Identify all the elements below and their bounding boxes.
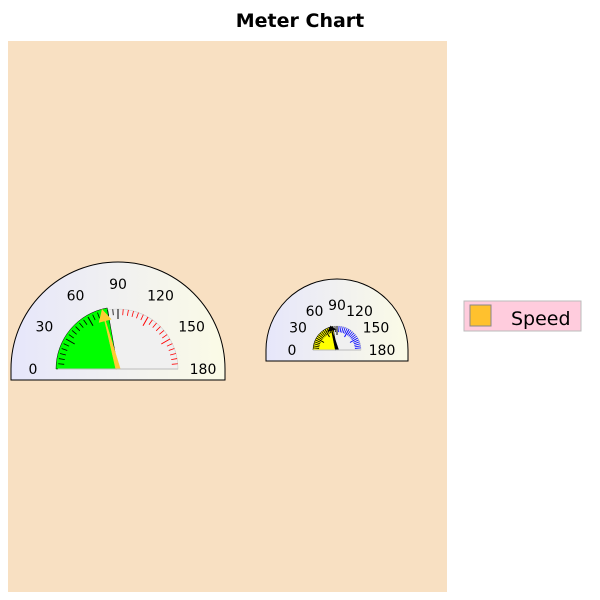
minor-tick [58, 358, 65, 361]
minor-tick [314, 341, 321, 345]
major-tick [65, 338, 75, 345]
tick-label: 30 [289, 321, 307, 337]
minor-tick [353, 341, 360, 345]
minor-tick [346, 330, 352, 336]
minor-tick [152, 322, 157, 328]
minor-tick [79, 322, 84, 328]
minor-tick [155, 326, 161, 332]
dial-band [55, 307, 119, 370]
minor-tick [112, 309, 114, 316]
tick-label: 180 [369, 343, 396, 359]
minor-tick [322, 330, 328, 336]
minor-tick [59, 353, 66, 356]
minor-tick [339, 326, 342, 333]
minor-tick [159, 330, 165, 335]
minor-tick [170, 353, 177, 356]
tick-label: 90 [109, 277, 127, 293]
tick-label: 60 [306, 304, 324, 320]
minor-tick [148, 319, 153, 325]
minor-tick [68, 334, 74, 339]
major-tick [349, 337, 359, 343]
minor-tick [354, 347, 361, 349]
minor-tick [354, 343, 361, 346]
minor-tick [354, 345, 361, 348]
legend: Speed [463, 300, 582, 332]
minor-tick [353, 339, 359, 343]
minor-tick [171, 358, 178, 361]
minor-tick [315, 339, 321, 343]
dial-needle-head [327, 325, 337, 332]
tick-label: 0 [29, 362, 38, 378]
chart-title: Meter Chart [236, 10, 365, 32]
minor-tick [71, 330, 77, 335]
minor-tick [97, 312, 100, 319]
tick-label: 150 [363, 321, 390, 337]
major-tick [161, 338, 171, 345]
tick-label: 90 [328, 298, 346, 314]
minor-tick [58, 363, 65, 365]
tick-label: 180 [190, 362, 217, 378]
minor-tick [122, 309, 124, 316]
minor-tick [349, 332, 355, 338]
minor-tick [162, 334, 168, 339]
dial-needle-head [98, 309, 112, 323]
tick-label: 120 [346, 304, 373, 320]
minor-tick [126, 309, 129, 316]
minor-tick [136, 312, 139, 319]
legend-label-speed: Speed [511, 308, 571, 330]
major-tick [315, 337, 325, 343]
major-tick [344, 328, 350, 338]
minor-tick [348, 331, 353, 337]
minor-tick [318, 334, 324, 339]
minor-tick [83, 319, 88, 325]
minor-tick [313, 343, 320, 346]
minor-tick [313, 345, 320, 348]
minor-tick [61, 348, 68, 351]
minor-tick [342, 327, 346, 334]
minor-tick [338, 326, 340, 333]
major-tick [87, 316, 94, 326]
minor-tick [351, 335, 357, 341]
minor-tick [171, 363, 178, 365]
minor-tick [168, 348, 175, 351]
minor-tick [166, 343, 173, 347]
tick-label: 60 [67, 288, 85, 304]
minor-tick [317, 335, 323, 341]
minor-tick [313, 347, 320, 349]
minor-tick [131, 310, 134, 317]
minor-tick [75, 326, 81, 332]
minor-tick [319, 332, 325, 338]
minor-tick [350, 334, 356, 339]
minor-tick [344, 328, 348, 334]
legend-swatch-speed [469, 304, 492, 327]
minor-tick [321, 331, 326, 337]
minor-tick [63, 343, 70, 347]
minor-tick [341, 326, 344, 333]
tick-label: 120 [147, 288, 174, 304]
tick-label: 0 [288, 343, 297, 359]
minor-tick [92, 314, 96, 321]
minor-tick [107, 309, 110, 316]
tick-label: 30 [35, 320, 53, 336]
dial-face [265, 278, 409, 362]
tick-label: 150 [178, 320, 205, 336]
minor-tick [140, 314, 144, 321]
major-tick [142, 316, 149, 326]
major-tick [324, 328, 330, 338]
